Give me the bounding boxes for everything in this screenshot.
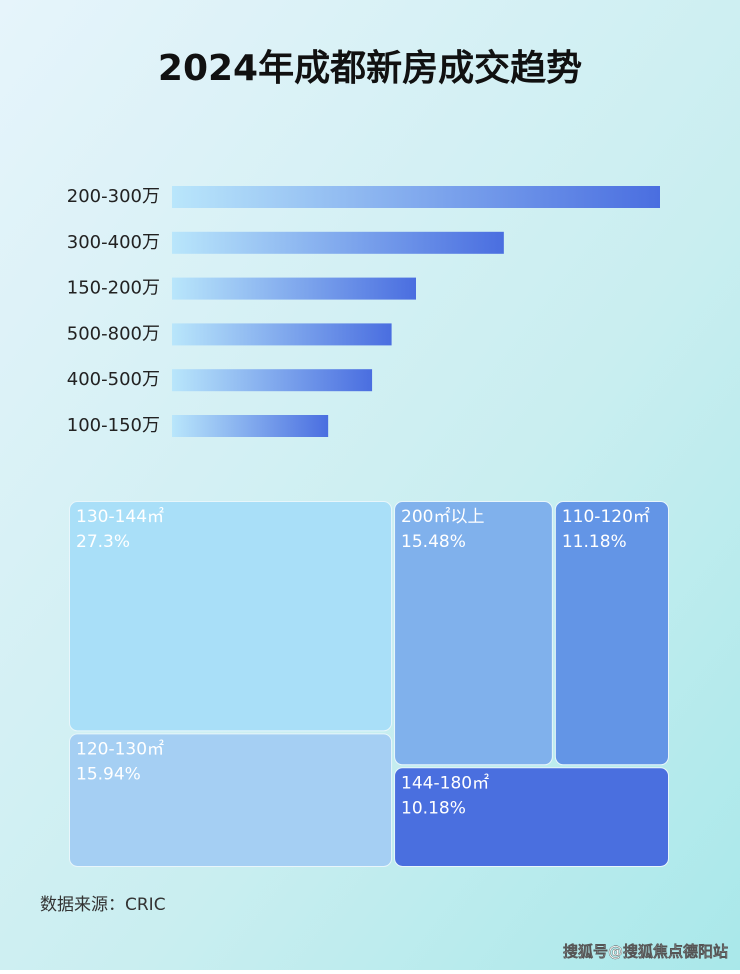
cell-value: 10.18% bbox=[401, 798, 466, 818]
bar bbox=[172, 231, 504, 254]
category-label: 150-200万 bbox=[67, 278, 160, 299]
title: 2024年成都新房成交趋势 bbox=[158, 47, 582, 89]
category-label: 200-300万 bbox=[67, 186, 160, 207]
bar bbox=[172, 186, 660, 208]
watermark: 搜狐号@搜狐焦点德阳站 bbox=[563, 943, 728, 961]
treemap-cell bbox=[69, 733, 393, 868]
bar bbox=[172, 369, 373, 392]
treemap-cell bbox=[554, 501, 670, 766]
bar bbox=[172, 277, 416, 300]
cell-label: 200㎡以上 bbox=[401, 507, 484, 527]
cell-value: 11.18% bbox=[562, 532, 627, 552]
cell-label: 144-180㎡ bbox=[401, 773, 489, 793]
category-label: 400-500万 bbox=[67, 369, 160, 390]
treemap-cell bbox=[394, 501, 553, 766]
treemap-cell bbox=[394, 767, 669, 868]
bar bbox=[172, 415, 329, 437]
source: 数据来源：CRIC bbox=[40, 895, 166, 915]
cell-value: 15.48% bbox=[401, 532, 466, 552]
treemap-cell bbox=[69, 501, 393, 732]
category-label: 100-150万 bbox=[67, 415, 160, 436]
cell-value: 27.3% bbox=[76, 532, 130, 552]
category-label: 500-800万 bbox=[67, 323, 160, 344]
cell-label: 130-144㎡ bbox=[76, 507, 164, 527]
cell-label: 120-130㎡ bbox=[76, 739, 164, 759]
category-label: 300-400万 bbox=[67, 232, 160, 253]
cell-value: 15.94% bbox=[76, 764, 141, 784]
cell-label: 110-120㎡ bbox=[562, 507, 650, 527]
bar bbox=[172, 323, 392, 346]
